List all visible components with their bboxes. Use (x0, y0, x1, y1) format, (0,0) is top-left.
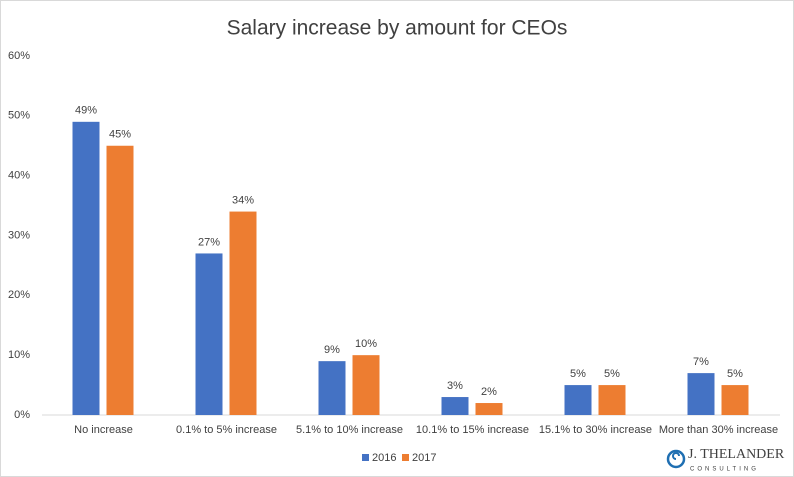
value-label: 7% (693, 356, 709, 368)
bar (229, 211, 257, 415)
chart-title: Salary increase by amount for CEOs (227, 17, 568, 40)
x-tick-label: More than 30% increase (659, 424, 778, 436)
value-label: 34% (232, 194, 254, 206)
bar (106, 145, 134, 415)
bar (195, 253, 223, 415)
x-tick-label: 10.1% to 15% increase (416, 424, 529, 436)
logo-spiral (672, 452, 680, 460)
value-label: 49% (75, 105, 97, 117)
bar (598, 385, 626, 415)
value-label: 10% (355, 338, 377, 350)
y-tick-label: 50% (8, 110, 30, 122)
bar (352, 355, 380, 415)
bar (687, 373, 715, 415)
bar (475, 403, 503, 415)
value-label: 5% (727, 368, 743, 380)
value-label: 9% (324, 344, 340, 356)
logo-icon (666, 449, 686, 469)
y-tick-label: 30% (8, 229, 30, 241)
y-tick-label: 40% (8, 170, 30, 182)
value-label: 2% (481, 386, 497, 398)
bar (564, 385, 592, 415)
x-tick-label: 5.1% to 10% increase (296, 424, 403, 436)
value-label: 27% (198, 236, 220, 248)
y-tick-label: 60% (8, 50, 30, 62)
value-label: 5% (570, 368, 586, 380)
bar (721, 385, 749, 415)
logo-tagline: CONSULTING (690, 467, 759, 473)
y-tick-label: 20% (8, 289, 30, 301)
x-tick-label: No increase (74, 424, 133, 436)
legend-swatch (402, 454, 409, 461)
x-tick-label: 15.1% to 30% increase (539, 424, 652, 436)
y-tick-label: 0% (14, 409, 30, 421)
y-tick-label: 10% (8, 349, 30, 361)
logo-name: J. THELANDER (688, 447, 785, 462)
value-label: 45% (109, 129, 131, 141)
logo: J. THELANDER CONSULTING (666, 447, 785, 473)
legend-label: 2017 (412, 452, 436, 464)
value-label: 3% (447, 380, 463, 392)
value-label: 5% (604, 368, 620, 380)
legend-label: 2016 (372, 452, 396, 464)
legend-swatch (362, 454, 369, 461)
x-tick-label: 0.1% to 5% increase (176, 424, 277, 436)
bar (441, 397, 469, 415)
bar (72, 121, 100, 416)
bar (318, 361, 346, 415)
